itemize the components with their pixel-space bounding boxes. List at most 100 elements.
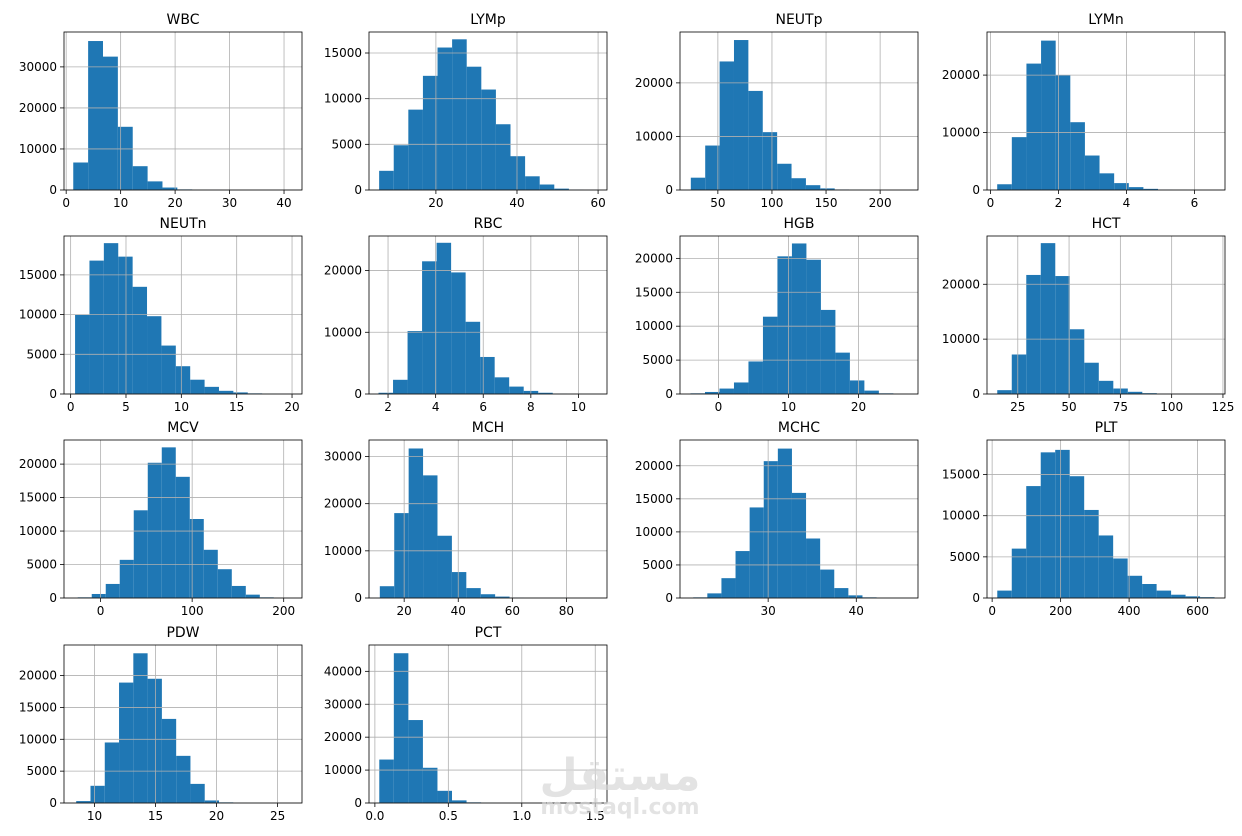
subplot: PLT 0 200 400 600 0 5000 10000 15000	[942, 420, 1226, 618]
bar	[820, 188, 835, 190]
bar	[1171, 594, 1186, 598]
x-tick-label: 10	[571, 400, 586, 414]
x-tick-label: 10	[87, 809, 102, 823]
bar	[1084, 362, 1099, 394]
y-tick-label: 0	[49, 183, 57, 197]
bar	[806, 538, 821, 598]
bar	[1069, 476, 1085, 598]
bar	[423, 475, 438, 598]
bar	[118, 256, 133, 394]
y-tick-label: 5000	[331, 137, 362, 151]
bar	[1026, 274, 1041, 394]
bar	[719, 388, 734, 394]
x-tick-label: 600	[1186, 604, 1209, 618]
bar	[175, 366, 191, 394]
bar	[791, 492, 807, 598]
x-tick-label: 8	[527, 400, 535, 414]
bar	[538, 392, 553, 394]
bar	[1011, 354, 1027, 394]
x-tick-label: 200	[272, 604, 295, 618]
x-tick-label: 0	[715, 400, 723, 414]
axes-frame	[63, 235, 303, 395]
bar	[378, 392, 394, 394]
y-tick-label: 20000	[19, 669, 57, 683]
axes-frame	[368, 31, 608, 191]
y-tick-label: 30000	[324, 697, 362, 711]
y-tick-label: 15000	[19, 491, 57, 505]
bar	[777, 448, 792, 598]
subplot: LYMn 0 2 4 6 0 10000 20000	[942, 12, 1226, 210]
y-tick-label: 10000	[19, 308, 57, 322]
bar	[495, 124, 511, 190]
x-tick-label: 4	[1123, 196, 1131, 210]
bar	[119, 559, 134, 598]
y-tick-label: 0	[665, 387, 673, 401]
subplot: MCH 20 40 60 80 0 10000 20000 30000	[324, 420, 608, 618]
y-tick-label: 15000	[635, 285, 673, 299]
bar	[1127, 391, 1143, 394]
bar	[997, 184, 1012, 190]
y-tick-label: 0	[354, 387, 362, 401]
y-tick-label: 5000	[642, 353, 673, 367]
bar	[408, 109, 423, 190]
bar	[437, 790, 453, 803]
bar	[763, 461, 778, 598]
axes-frame	[986, 439, 1226, 599]
bar	[733, 40, 749, 190]
subplot: NEUTn 0 5 10 15 20 0 5000 10000 15000	[19, 216, 303, 414]
bar	[1098, 535, 1114, 598]
bar	[1026, 63, 1042, 190]
y-tick-label: 10000	[324, 544, 362, 558]
bar	[997, 590, 1012, 598]
subplot-title: NEUTn	[160, 216, 207, 232]
bar	[1026, 486, 1041, 598]
bar	[204, 800, 220, 803]
bar	[704, 391, 720, 394]
y-tick-label: 40000	[324, 664, 362, 678]
subplot: PDW 10 15 20 25 0 5000 10000 15000 20000	[19, 625, 303, 823]
y-tick-label: 15000	[19, 268, 57, 282]
x-tick-label: 60	[590, 196, 605, 210]
bar	[408, 720, 423, 803]
bar	[451, 572, 467, 598]
bar	[1128, 187, 1144, 190]
bar	[1127, 575, 1143, 598]
axes-frame	[986, 235, 1226, 395]
subplot-title: NEUTp	[775, 12, 822, 28]
bar	[509, 386, 524, 394]
bar	[451, 272, 466, 394]
y-tick-label: 10000	[635, 525, 673, 539]
bar	[117, 126, 133, 190]
subplot-title: HCT	[1092, 216, 1121, 232]
x-tick-label: 0.5	[439, 809, 458, 823]
y-tick-label: 20000	[942, 68, 980, 82]
subplot: NEUTp 50 100 150 200 0 10000 20000	[635, 12, 919, 210]
bar	[161, 447, 176, 598]
bar	[393, 379, 408, 394]
bar	[735, 551, 750, 598]
x-tick-label: 4	[432, 400, 440, 414]
y-tick-label: 20000	[324, 730, 362, 744]
subplot: MCHC 30 40 0 5000 10000 15000 20000	[635, 420, 919, 618]
bar	[89, 260, 104, 394]
subplot-title: WBC	[167, 12, 200, 28]
bar	[777, 256, 792, 394]
bar	[437, 535, 452, 598]
x-tick-label: 100	[761, 196, 784, 210]
x-tick-label: 10	[113, 196, 128, 210]
bar	[105, 583, 120, 598]
x-tick-label: 400	[1118, 604, 1141, 618]
subplot-title: LYMp	[470, 12, 506, 28]
x-tick-label: 50	[1061, 400, 1076, 414]
y-tick-label: 20000	[324, 497, 362, 511]
x-tick-label: 15	[229, 400, 244, 414]
x-tick-label: 100	[181, 604, 204, 618]
x-tick-label: 6	[479, 400, 487, 414]
bar	[1069, 329, 1085, 394]
bar	[104, 742, 120, 803]
bar	[1113, 558, 1128, 598]
bar	[721, 578, 736, 598]
y-tick-label: 0	[354, 796, 362, 810]
bar	[190, 379, 205, 394]
